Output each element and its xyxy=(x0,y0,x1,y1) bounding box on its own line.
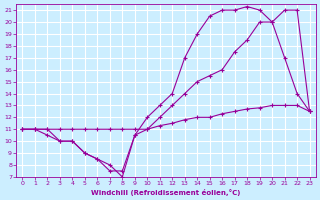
X-axis label: Windchill (Refroidissement éolien,°C): Windchill (Refroidissement éolien,°C) xyxy=(91,189,241,196)
